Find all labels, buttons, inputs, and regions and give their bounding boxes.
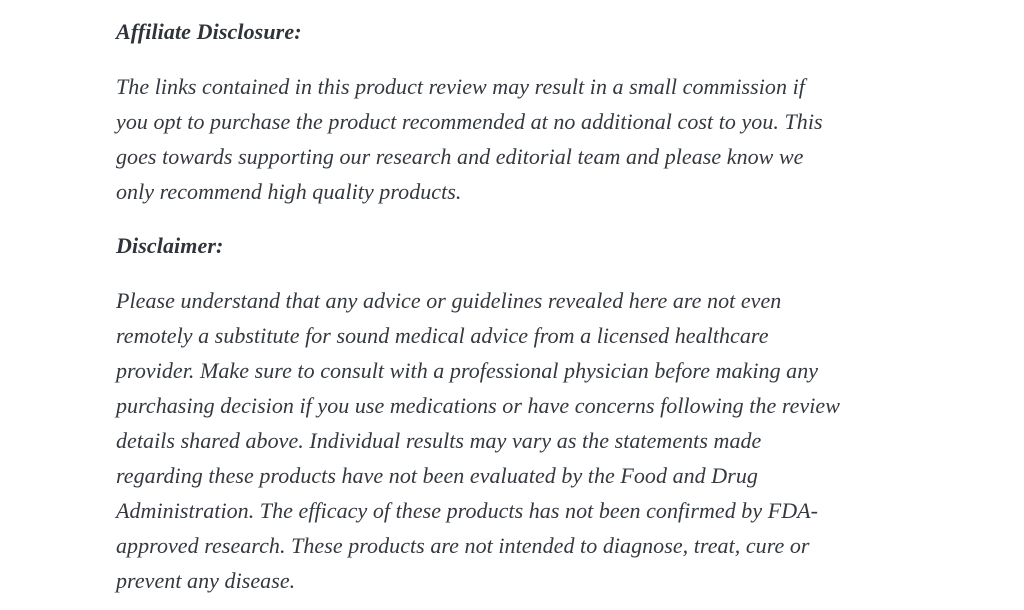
- line: only recommend high quality products.: [116, 179, 462, 204]
- line: purchasing decision if you use medicatio…: [116, 393, 840, 418]
- line: The links contained in this product revi…: [116, 74, 805, 99]
- affiliate-disclosure-paragraph: The links contained in this product revi…: [116, 69, 926, 209]
- line: Administration. The efficacy of these pr…: [116, 498, 819, 523]
- spacer: [116, 49, 926, 69]
- line: regarding these products have not been e…: [116, 463, 758, 488]
- line: goes towards supporting our research and…: [116, 144, 804, 169]
- line: you opt to purchase the product recommen…: [116, 109, 823, 134]
- line: prevent any disease.: [116, 568, 296, 593]
- line: provider. Make sure to consult with a pr…: [116, 358, 819, 383]
- disclaimer-paragraph: Please understand that any advice or gui…: [116, 283, 926, 598]
- disclaimer-heading: Disclaimer:: [116, 233, 224, 258]
- line: Please understand that any advice or gui…: [116, 288, 782, 313]
- spacer: [116, 263, 926, 283]
- affiliate-disclosure-heading: Affiliate Disclosure:: [116, 19, 302, 44]
- line: approved research. These products are no…: [116, 533, 810, 558]
- line: remotely a substitute for sound medical …: [116, 323, 769, 348]
- spacer: [116, 209, 926, 228]
- document-content: Affiliate Disclosure: The links containe…: [116, 14, 926, 598]
- line: details shared above. Individual results…: [116, 428, 762, 453]
